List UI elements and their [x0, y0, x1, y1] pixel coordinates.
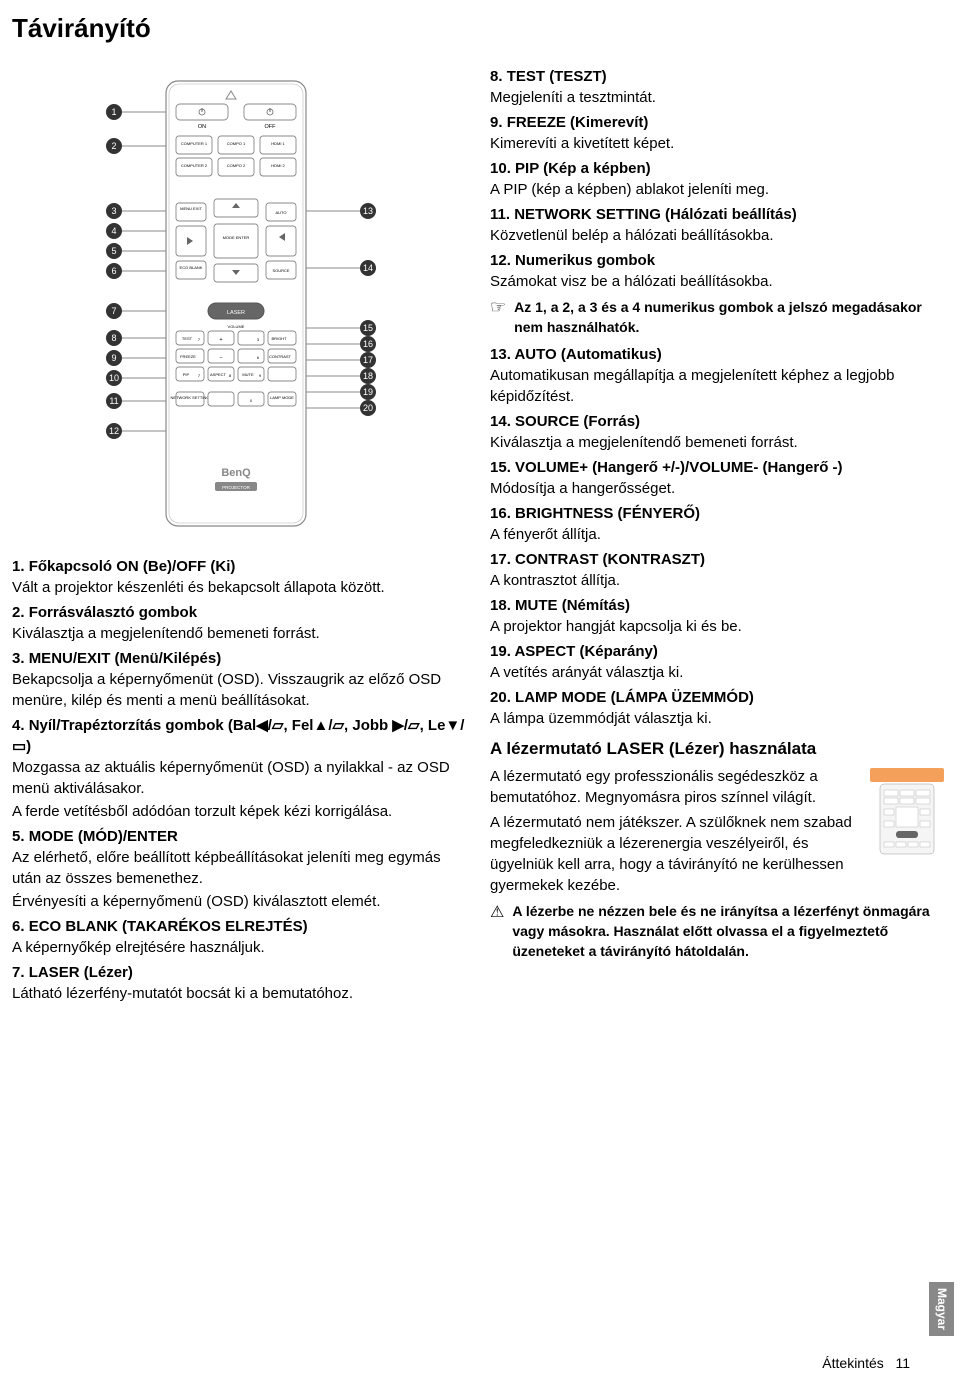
- note-row: ☞ Az 1, a 2, a 3 és a 4 numerikus gombok…: [490, 298, 948, 337]
- svg-text:SOURCE: SOURCE: [272, 268, 289, 273]
- list-right-b: AUTO (Automatikus)Automatikusan megállap…: [490, 344, 948, 729]
- list-left: Főkapcsoló ON (Be)/OFF (Ki)Vált a projek…: [12, 556, 470, 1004]
- svg-text:PIP: PIP: [183, 372, 190, 377]
- svg-text:9: 9: [111, 353, 116, 363]
- svg-text:10: 10: [109, 373, 119, 383]
- list-item: SOURCE (Forrás)Kiválasztja a megjeleníte…: [490, 411, 948, 453]
- language-tab: Magyar: [929, 1282, 954, 1336]
- svg-text:BenQ: BenQ: [221, 467, 251, 479]
- svg-text:−: −: [219, 355, 222, 361]
- svg-text:1: 1: [111, 107, 116, 117]
- svg-text:11: 11: [109, 396, 118, 406]
- hand-icon: ☞: [490, 298, 506, 337]
- tiny-remote-icon: [866, 766, 948, 856]
- list-item: AUTO (Automatikus)Automatikusan megállap…: [490, 344, 948, 407]
- list-item: Forrásválasztó gombokKiválasztja a megje…: [12, 602, 470, 644]
- svg-text:TEST: TEST: [182, 336, 193, 341]
- content-columns: 1 2 3 4 5 6 7 8 9: [0, 66, 960, 1008]
- svg-text:14: 14: [363, 263, 373, 273]
- svg-text:13: 13: [363, 206, 373, 216]
- list-item: Numerikus gombokSzámokat visz be a hálóz…: [490, 250, 948, 292]
- svg-text:MODE ENTER: MODE ENTER: [223, 235, 250, 240]
- footer-section: Áttekintés: [822, 1355, 883, 1371]
- svg-text:COMPUTER 2: COMPUTER 2: [181, 163, 208, 168]
- warning-text: A lézerbe ne nézzen bele és ne irányítsa…: [512, 902, 948, 961]
- svg-text:18: 18: [363, 371, 373, 381]
- list-item: ECO BLANK (TAKARÉKOS ELREJTÉS)A képernyő…: [12, 916, 470, 958]
- left-column: 1 2 3 4 5 6 7 8 9: [12, 66, 470, 1008]
- svg-text:7: 7: [111, 306, 116, 316]
- svg-text:12: 12: [109, 426, 119, 436]
- svg-text:+: +: [219, 337, 222, 343]
- warning-icon: ⚠: [490, 902, 504, 961]
- remote-diagram: 1 2 3 4 5 6 7 8 9: [12, 66, 470, 536]
- list-item: MUTE (Némítás)A projektor hangját kapcso…: [490, 595, 948, 637]
- svg-text:COMPUTER 1: COMPUTER 1: [181, 141, 208, 146]
- svg-text:LAMP MODE: LAMP MODE: [270, 395, 294, 400]
- list-item: TEST (TESZT)Megjeleníti a tesztmintát.: [490, 66, 948, 108]
- svg-text:BRIGHT: BRIGHT: [271, 336, 287, 341]
- svg-text:LASER: LASER: [227, 310, 245, 316]
- svg-text:HDMI 1: HDMI 1: [271, 141, 285, 146]
- list-item: PIP (Kép a képben)A PIP (kép a képben) a…: [490, 158, 948, 200]
- warning-row: ⚠ A lézerbe ne nézzen bele és ne irányít…: [490, 902, 948, 961]
- svg-text:ECO BLANK: ECO BLANK: [180, 265, 203, 270]
- page-title: Távirányító: [12, 10, 960, 46]
- list-item: NETWORK SETTING (Hálózati beállítás)Közv…: [490, 204, 948, 246]
- svg-text:15: 15: [363, 323, 373, 333]
- list-item: ASPECT (Képarány)A vetítés arányát válas…: [490, 641, 948, 683]
- svg-text:ASPECT: ASPECT: [210, 372, 227, 377]
- list-item: CONTRAST (KONTRASZT)A kontrasztot állítj…: [490, 549, 948, 591]
- svg-text:20: 20: [363, 403, 373, 413]
- page-footer: Áttekintés 11: [822, 1354, 910, 1374]
- svg-text:6: 6: [111, 266, 116, 276]
- right-column: TEST (TESZT)Megjeleníti a tesztmintát. F…: [490, 66, 948, 1008]
- svg-text:5: 5: [111, 246, 116, 256]
- svg-text:VOLUME: VOLUME: [228, 324, 245, 329]
- footer-page: 11: [895, 1355, 910, 1371]
- svg-text:HDMI 2: HDMI 2: [271, 163, 285, 168]
- svg-text:COMPO 2: COMPO 2: [227, 163, 246, 168]
- svg-text:MUTE: MUTE: [242, 372, 254, 377]
- svg-text:FREEZE: FREEZE: [180, 354, 196, 359]
- svg-text:3: 3: [111, 206, 116, 216]
- svg-text:PROJECTOR: PROJECTOR: [222, 485, 250, 490]
- svg-text:COMPO 1: COMPO 1: [227, 141, 246, 146]
- svg-text:19: 19: [363, 387, 373, 397]
- list-item: Nyíl/Trapéztorzítás gombok (Bal◀/▱, Fel▲…: [12, 715, 470, 822]
- svg-text:2: 2: [111, 141, 116, 151]
- svg-text:16: 16: [363, 339, 373, 349]
- list-item: FREEZE (Kimerevít)Kimerevíti a kivetítet…: [490, 112, 948, 154]
- laser-block: A lézermutató egy professzionális segéde…: [490, 766, 948, 896]
- list-item: Főkapcsoló ON (Be)/OFF (Ki)Vált a projek…: [12, 556, 470, 598]
- list-item: LASER (Lézer)Látható lézerfény-mutatót b…: [12, 962, 470, 1004]
- svg-text:ON: ON: [198, 124, 206, 130]
- svg-text:17: 17: [363, 355, 373, 365]
- svg-text:8: 8: [111, 333, 116, 343]
- svg-text:MENU EXIT: MENU EXIT: [180, 206, 202, 211]
- svg-text:OFF: OFF: [265, 124, 277, 130]
- note-text: Az 1, a 2, a 3 és a 4 numerikus gombok a…: [514, 298, 948, 337]
- svg-text:NETWORK SETTING: NETWORK SETTING: [171, 395, 210, 400]
- list-item: BRIGHTNESS (FÉNYERŐ)A fényerőt állítja.: [490, 503, 948, 545]
- list-item: MENU/EXIT (Menü/Kilépés)Bekapcsolja a ké…: [12, 648, 470, 711]
- remote-svg: 1 2 3 4 5 6 7 8 9: [81, 66, 401, 536]
- svg-text:AUTO: AUTO: [275, 210, 286, 215]
- laser-heading: A lézermutató LASER (Lézer) használata: [490, 737, 948, 761]
- svg-text:4: 4: [111, 226, 116, 236]
- svg-text:CONTRAST: CONTRAST: [269, 354, 292, 359]
- list-item: LAMP MODE (LÁMPA ÜZEMMÓD)A lámpa üzemmód…: [490, 687, 948, 729]
- list-item: MODE (MÓD)/ENTERAz elérhető, előre beáll…: [12, 826, 470, 912]
- list-item: VOLUME+ (Hangerő +/-)/VOLUME- (Hangerő -…: [490, 457, 948, 499]
- list-right-a: TEST (TESZT)Megjeleníti a tesztmintát. F…: [490, 66, 948, 292]
